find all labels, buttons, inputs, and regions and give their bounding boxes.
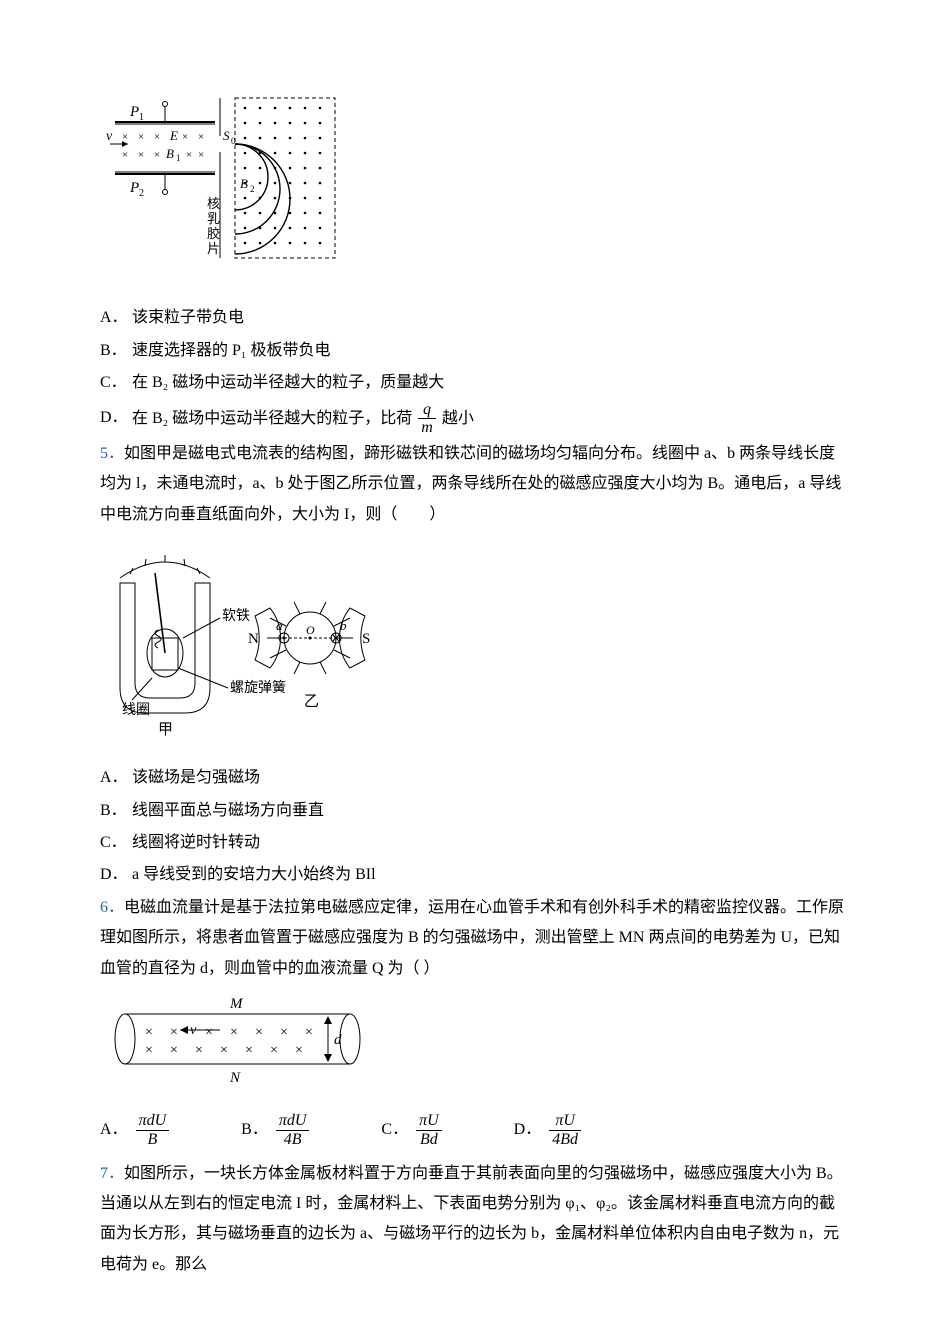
label-O: O: [306, 623, 315, 637]
label-S: S: [362, 631, 370, 647]
svg-text:E: E: [169, 128, 178, 143]
svg-text:×: ×: [198, 131, 204, 143]
svg-text:×: ×: [205, 1025, 213, 1040]
svg-text:×: ×: [255, 1025, 263, 1040]
svg-text:×: ×: [195, 1043, 203, 1058]
q6-stem-text: 电磁血流量计是基于法拉第电磁感应定律，运用在心血管手术和有创外科手术的精密监控仪…: [100, 899, 844, 977]
label-M: M: [229, 996, 244, 1012]
svg-text:1: 1: [139, 112, 144, 123]
label-b: B．: [100, 336, 128, 366]
q7-stem: 7．如图所示，一块长方体金属板材料置于方向垂直于其前表面向里的匀强磁场中，磁感应…: [100, 1159, 845, 1281]
svg-text:乳: 乳: [207, 211, 220, 226]
svg-text:B: B: [240, 176, 248, 191]
svg-text:×: ×: [295, 1043, 303, 1058]
svg-text:2: 2: [139, 188, 144, 199]
svg-text:×: ×: [186, 149, 192, 161]
svg-text:×: ×: [154, 149, 160, 161]
svg-text:×: ×: [122, 149, 128, 161]
q5-stem: 5．如图甲是磁电式电流表的结构图，蹄形磁铁和铁芯间的磁场均匀辐向分布。线圈中 a…: [100, 439, 845, 530]
svg-text:×: ×: [198, 149, 204, 161]
label-p1: P: [129, 104, 139, 120]
q5-option-d: D． a 导线受到的安培力大小始终为 BIl: [100, 860, 845, 890]
svg-text:×: ×: [122, 131, 128, 143]
q4-opt-c-text: 在 B₂ 磁场中运动半径越大的粒子，质量越大: [132, 374, 444, 391]
label-d: d: [334, 1032, 342, 1048]
svg-text:×: ×: [170, 1025, 178, 1040]
q5-svg: 软铁 螺旋弹簧 线圈 甲 N S a b O 乙: [100, 538, 440, 738]
q6-options-row: A． πdU B B． πdU 4B C． πU Bd D． πU 4Bd: [100, 1112, 845, 1148]
q4-opt-d-suffix: 越小: [442, 409, 474, 426]
svg-text:×: ×: [154, 131, 160, 143]
q5-option-a: A． 该磁场是匀强磁场: [100, 763, 845, 793]
label-N: N: [248, 631, 259, 647]
q4-figure: P1 P2 v ××× E ×× ××× B1 ×× S0 B2 核 乳 胶 片: [100, 88, 845, 289]
label-v: v: [106, 129, 113, 144]
q4-option-d: D． 在 B₂ 磁场中运动半径越大的粒子，比荷 q m 越小: [100, 401, 845, 437]
q4-option-b: B． 速度选择器的 P₁ 极板带负电: [100, 336, 845, 366]
svg-text:×: ×: [182, 131, 188, 143]
label-a: A．: [100, 303, 128, 333]
q4-opt-a-text: 该束粒子带负电: [132, 309, 244, 326]
svg-text:×: ×: [145, 1025, 153, 1040]
q6-option-d: D． πU 4Bd: [514, 1112, 583, 1148]
label-coil: 线圈: [122, 702, 150, 718]
q5-option-b: B． 线圈平面总与磁场方向垂直: [100, 796, 845, 826]
svg-text:胶: 胶: [207, 226, 220, 241]
svg-text:×: ×: [170, 1043, 178, 1058]
label-soft-iron: 软铁: [222, 608, 250, 624]
q4-opt-d-frac: q m: [418, 401, 436, 437]
q6-option-c: C． πU Bd: [381, 1112, 443, 1148]
label-p2: P: [129, 180, 139, 196]
q6-option-a: A． πdU B: [100, 1112, 171, 1148]
svg-text:片: 片: [207, 241, 220, 256]
q4-option-a: A． 该束粒子带负电: [100, 303, 845, 333]
svg-text:S: S: [223, 128, 230, 143]
svg-text:B: B: [166, 146, 174, 161]
q4-opt-b-text: 速度选择器的 P₁ 极板带负电: [132, 342, 330, 359]
q5-stem-text: 如图甲是磁电式电流表的结构图，蹄形磁铁和铁芯间的磁场均匀辐向分布。线圈中 a、b…: [100, 445, 841, 523]
label-N: N: [229, 1070, 241, 1086]
svg-text:×: ×: [280, 1025, 288, 1040]
label-jia: 甲: [158, 722, 173, 738]
q6-option-b: B． πdU 4B: [241, 1112, 311, 1148]
q6-number: 6．: [100, 899, 124, 916]
svg-text:×: ×: [305, 1025, 313, 1040]
svg-text:×: ×: [230, 1025, 238, 1040]
label-c: C．: [100, 368, 128, 398]
label-spring: 螺旋弹簧: [230, 680, 286, 696]
q7-number: 7．: [100, 1165, 124, 1182]
q4-opt-d-prefix: 在 B₂ 磁场中运动半径越大的粒子，比荷: [132, 409, 412, 426]
svg-text:×: ×: [245, 1043, 253, 1058]
q5-figure: 软铁 螺旋弹簧 线圈 甲 N S a b O 乙: [100, 538, 845, 749]
svg-text:1: 1: [176, 153, 181, 163]
label-a: a: [276, 618, 283, 633]
q6-figure: M N ×× v ××××× ××××××× d: [100, 992, 845, 1098]
label-d: D．: [100, 403, 128, 433]
svg-text:×: ×: [220, 1043, 228, 1058]
q4-svg: P1 P2 v ××× E ×× ××× B1 ×× S0 B2 核 乳 胶 片: [100, 88, 360, 278]
svg-text:×: ×: [138, 131, 144, 143]
q4-option-c: C． 在 B₂ 磁场中运动半径越大的粒子，质量越大: [100, 368, 845, 398]
q6-stem: 6．电磁血流量计是基于法拉第电磁感应定律，运用在心血管手术和有创外科手术的精密监…: [100, 893, 845, 984]
label-b: b: [340, 618, 347, 633]
q6-svg: M N ×× v ××××× ××××××× d: [100, 992, 400, 1087]
q5-number: 5．: [100, 445, 124, 462]
film-label: 核: [207, 196, 220, 211]
label-yi: 乙: [304, 694, 319, 710]
q7-stem-text: 如图所示，一块长方体金属板材料置于方向垂直于其前表面向里的匀强磁场中，磁感应强度…: [100, 1165, 843, 1273]
svg-text:×: ×: [270, 1043, 278, 1058]
q5-option-c: C． 线圈将逆时针转动: [100, 828, 845, 858]
svg-text:×: ×: [145, 1043, 153, 1058]
svg-text:2: 2: [250, 184, 255, 194]
svg-text:×: ×: [138, 149, 144, 161]
